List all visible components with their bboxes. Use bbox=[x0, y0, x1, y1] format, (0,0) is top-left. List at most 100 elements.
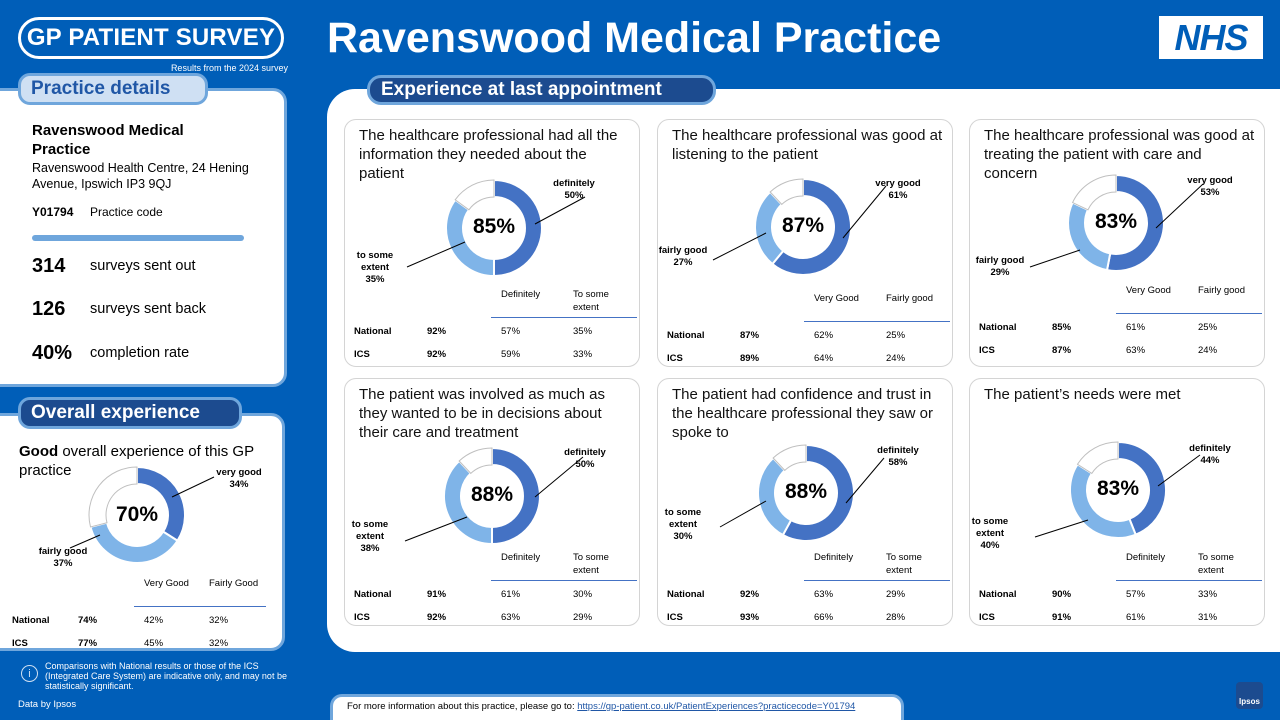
table-row-b: 35% bbox=[573, 326, 593, 337]
leader-line bbox=[719, 500, 767, 528]
table-row-name: National bbox=[667, 589, 705, 600]
stat-label: surveys sent out bbox=[90, 258, 196, 274]
column-header-a: Very Good bbox=[814, 293, 859, 304]
donut-percentage: 87% bbox=[781, 214, 825, 237]
donut-label-secondary: fairly good 37% bbox=[38, 546, 88, 569]
table-row-a: 64% bbox=[814, 353, 834, 364]
donut-percentage: 70% bbox=[115, 503, 159, 526]
table-row-b: 32% bbox=[209, 615, 229, 626]
practice-details-tab: Practice details bbox=[18, 73, 208, 105]
table-row-total: 77% bbox=[78, 638, 98, 649]
question-title: The patient’s needs were met bbox=[984, 386, 1181, 403]
donut-percentage: 88% bbox=[784, 480, 828, 503]
table-row-b: 28% bbox=[886, 612, 906, 623]
table-row-a: 66% bbox=[814, 612, 834, 623]
donut-slice-rest bbox=[769, 178, 804, 206]
donut-slice-primary bbox=[770, 177, 852, 276]
donut-slice-rest bbox=[458, 447, 493, 475]
table-rule bbox=[491, 580, 637, 581]
question-title: The healthcare professional had all the … bbox=[359, 127, 618, 182]
donut-label-primary: definitely 50% bbox=[564, 447, 606, 470]
overall-experience-panel bbox=[0, 413, 285, 651]
donut-label-primary: definitely 50% bbox=[553, 178, 595, 201]
nhs-logo: NHS bbox=[1159, 16, 1263, 59]
practice-link[interactable]: https://gp-patient.co.uk/PatientExperien… bbox=[577, 701, 856, 712]
question-card: The healthcare professional was good at … bbox=[657, 119, 953, 367]
more-info-bar: For more information about this practice… bbox=[330, 694, 904, 720]
donut-percentage: 88% bbox=[470, 483, 514, 506]
leader-line bbox=[171, 476, 215, 498]
leader-line bbox=[845, 457, 885, 504]
table-row-name: National bbox=[667, 330, 705, 341]
table-row-a: 42% bbox=[144, 615, 164, 626]
donut-percentage: 83% bbox=[1094, 210, 1138, 233]
table-row-a: 62% bbox=[814, 330, 834, 341]
leader-line bbox=[842, 185, 887, 239]
table-row-a: 61% bbox=[501, 589, 521, 600]
donut-slice-rest bbox=[1076, 441, 1119, 475]
column-header-b: Fairly good bbox=[1198, 285, 1245, 296]
donut-slice-primary bbox=[493, 178, 543, 278]
table-row-name: ICS bbox=[12, 638, 28, 649]
question-card: The patient’s needs were met 83% definitel… bbox=[969, 378, 1265, 626]
info-icon: i bbox=[21, 665, 38, 682]
donut-label-secondary: to some extent 40% bbox=[971, 516, 1009, 551]
donut-label-secondary: to some extent 30% bbox=[664, 507, 702, 542]
donut-slice-primary bbox=[491, 446, 541, 546]
table-row-name: ICS bbox=[979, 345, 995, 356]
donut-slice-rest bbox=[1071, 174, 1117, 211]
table-row-total: 91% bbox=[1052, 612, 1072, 623]
donut-label-primary: definitely 58% bbox=[877, 445, 919, 468]
stat-value: 314 bbox=[32, 255, 66, 277]
donut-chart bbox=[443, 446, 541, 546]
question-card: The healthcare professional had all the … bbox=[344, 119, 640, 367]
table-row-a: 63% bbox=[501, 612, 521, 623]
donut-slice-primary bbox=[1105, 173, 1165, 272]
comparison-note: Comparisons with National results or tho… bbox=[45, 661, 287, 691]
table-row-name: ICS bbox=[354, 612, 370, 623]
practice-code-label: Practice code bbox=[90, 205, 163, 219]
column-header-b: Fairly good bbox=[886, 293, 933, 304]
table-row-total: 93% bbox=[740, 612, 760, 623]
table-row-b: 25% bbox=[1198, 322, 1218, 333]
overall-title-rest: overall experience of this GP practice bbox=[19, 443, 254, 479]
table-row-a: 61% bbox=[1126, 612, 1146, 623]
stat-label: completion rate bbox=[90, 345, 190, 361]
table-row-total: 92% bbox=[427, 612, 447, 623]
table-row-b: 33% bbox=[573, 349, 593, 360]
question-title: The healthcare professional was good at … bbox=[984, 127, 1255, 182]
table-row-b: 25% bbox=[886, 330, 906, 341]
table-row-name: National bbox=[354, 326, 392, 337]
donut-slice-primary bbox=[781, 443, 855, 542]
question-card: The healthcare professional was good at … bbox=[969, 119, 1265, 367]
question-title: The patient was involved as much as they… bbox=[359, 386, 605, 441]
table-rule bbox=[804, 321, 950, 322]
stat-label: surveys sent back bbox=[90, 301, 207, 317]
donut-chart bbox=[88, 465, 186, 564]
table-row-total: 87% bbox=[740, 330, 760, 341]
survey-logo: GP PATIENT SURVEY bbox=[18, 17, 284, 59]
donut-percentage: 85% bbox=[472, 215, 516, 238]
table-row-total: 89% bbox=[740, 353, 760, 364]
divider bbox=[32, 235, 244, 241]
table-row-b: 24% bbox=[1198, 345, 1218, 356]
column-header-b: To some extent bbox=[573, 289, 609, 313]
overall-title: Good overall experience of this GP pract… bbox=[19, 442, 259, 480]
table-row-name: ICS bbox=[354, 349, 370, 360]
question-title: The patient had confidence and trust in … bbox=[672, 386, 933, 441]
donut-label-primary: very good 34% bbox=[216, 467, 262, 490]
column-header-a: Very Good bbox=[1126, 285, 1171, 296]
donut-chart bbox=[754, 177, 852, 276]
table-rule bbox=[491, 317, 637, 318]
column-header-a: Definitely bbox=[1126, 552, 1166, 563]
question-title: The healthcare professional was good at … bbox=[672, 127, 943, 163]
donut-chart bbox=[1067, 173, 1165, 272]
donut-label-secondary: fairly good 27% bbox=[658, 245, 708, 268]
table-row-name: National bbox=[354, 589, 392, 600]
table-row-name: ICS bbox=[667, 353, 683, 364]
column-header-b: Fairly Good bbox=[209, 578, 259, 589]
column-header-a: Definitely bbox=[501, 289, 541, 300]
stat-value: 126 bbox=[32, 298, 66, 320]
donut-label-primary: definitely 44% bbox=[1189, 443, 1231, 466]
table-row-name: National bbox=[12, 615, 50, 626]
